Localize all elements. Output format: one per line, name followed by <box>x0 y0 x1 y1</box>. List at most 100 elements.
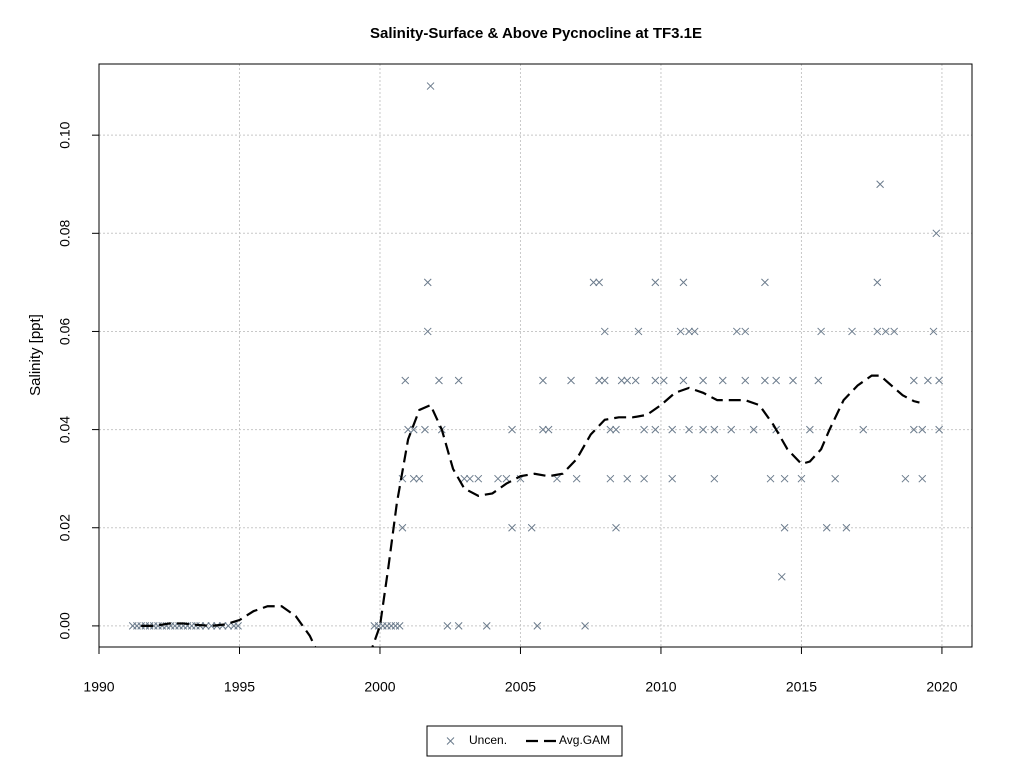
data-point <box>409 425 418 434</box>
data-point <box>924 376 932 385</box>
data-point <box>935 376 943 385</box>
data-point <box>831 474 840 483</box>
data-point <box>606 425 615 434</box>
data-point <box>876 180 884 189</box>
data-point <box>454 622 463 630</box>
data-point <box>623 376 632 385</box>
data-point <box>780 523 789 532</box>
data-point <box>581 622 589 630</box>
y-tick-label: 0.04 <box>57 416 73 443</box>
data-point <box>668 474 677 483</box>
data-point <box>873 278 882 287</box>
data-point <box>859 425 868 434</box>
data-point <box>741 327 750 336</box>
data-point <box>679 278 688 287</box>
data-point <box>814 376 823 385</box>
grid <box>98 64 972 647</box>
data-point <box>640 425 648 434</box>
data-point <box>218 622 227 630</box>
data-point <box>612 523 620 532</box>
data-point <box>533 622 542 630</box>
data-point <box>741 376 750 385</box>
data-point <box>929 327 938 336</box>
data-point <box>890 327 899 336</box>
data-point <box>918 425 927 434</box>
data-point <box>822 523 831 532</box>
data-point <box>932 229 941 238</box>
data-point <box>676 327 685 336</box>
data-point <box>817 327 825 336</box>
data-point <box>600 327 609 336</box>
data-point <box>881 327 890 336</box>
data-point <box>606 474 615 483</box>
y-tick-label: 0.06 <box>57 318 73 345</box>
x-tick-label: 2020 <box>926 679 957 695</box>
data-point <box>423 278 432 287</box>
data-point <box>553 474 561 483</box>
data-point <box>797 474 806 483</box>
data-point <box>224 622 233 630</box>
data-point <box>766 474 775 483</box>
data-point <box>710 425 719 434</box>
data-point <box>460 474 469 483</box>
data-point <box>901 474 910 483</box>
x-tick-label: 2015 <box>786 679 817 695</box>
data-point <box>909 376 918 385</box>
data-point <box>772 376 781 385</box>
data-point <box>443 622 452 630</box>
data-point <box>404 425 412 434</box>
data-point <box>651 278 660 287</box>
data-point <box>806 425 814 434</box>
y-tick-label: 0.00 <box>57 612 73 639</box>
data-point <box>612 425 620 434</box>
data-point <box>398 474 407 483</box>
data-point <box>685 425 693 434</box>
x-tick-label: 1990 <box>83 679 114 695</box>
legend: Uncen. Avg.GAM <box>446 733 610 747</box>
data-point <box>873 327 882 336</box>
data-point <box>651 425 660 434</box>
data-point <box>207 622 216 630</box>
data-point <box>234 622 242 630</box>
data-point <box>508 523 516 532</box>
data-point <box>527 523 536 532</box>
data-point <box>749 425 758 434</box>
data-point <box>421 425 429 434</box>
data-point <box>474 474 483 483</box>
data-point <box>409 474 418 483</box>
data-point <box>640 474 648 483</box>
data-point <box>780 474 789 483</box>
data-point <box>595 376 603 385</box>
data-point <box>508 425 516 434</box>
data-point <box>699 376 707 385</box>
data-point <box>395 622 404 630</box>
data-point <box>567 376 575 385</box>
data-point <box>918 474 927 483</box>
data-point <box>732 327 741 336</box>
legend-box <box>426 725 623 757</box>
data-point <box>617 376 626 385</box>
plot-frame <box>98 63 973 648</box>
axes: 1990 1995 2000 2005 2010 2015 2020 0.00 0.02 0.04… <box>57 121 958 694</box>
data-point <box>415 474 424 483</box>
y-axis-label: Salinity [ppt] <box>27 314 44 396</box>
plot-area <box>128 82 943 647</box>
data-point <box>539 425 547 434</box>
trend-line <box>141 374 920 647</box>
data-point <box>690 327 699 336</box>
data-point <box>426 82 435 90</box>
data-point <box>651 376 660 385</box>
x-tick-label: 1995 <box>224 679 255 695</box>
data-point <box>539 376 547 385</box>
data-point <box>631 376 640 385</box>
data-point <box>600 376 609 385</box>
y-tick-label: 0.10 <box>57 121 73 148</box>
data-point <box>423 327 432 336</box>
data-point <box>679 376 688 385</box>
x-tick-label: 2010 <box>645 679 676 695</box>
legend-symbol <box>446 737 455 745</box>
data-point <box>842 523 851 532</box>
data-point <box>685 327 693 336</box>
data-point <box>727 425 736 434</box>
